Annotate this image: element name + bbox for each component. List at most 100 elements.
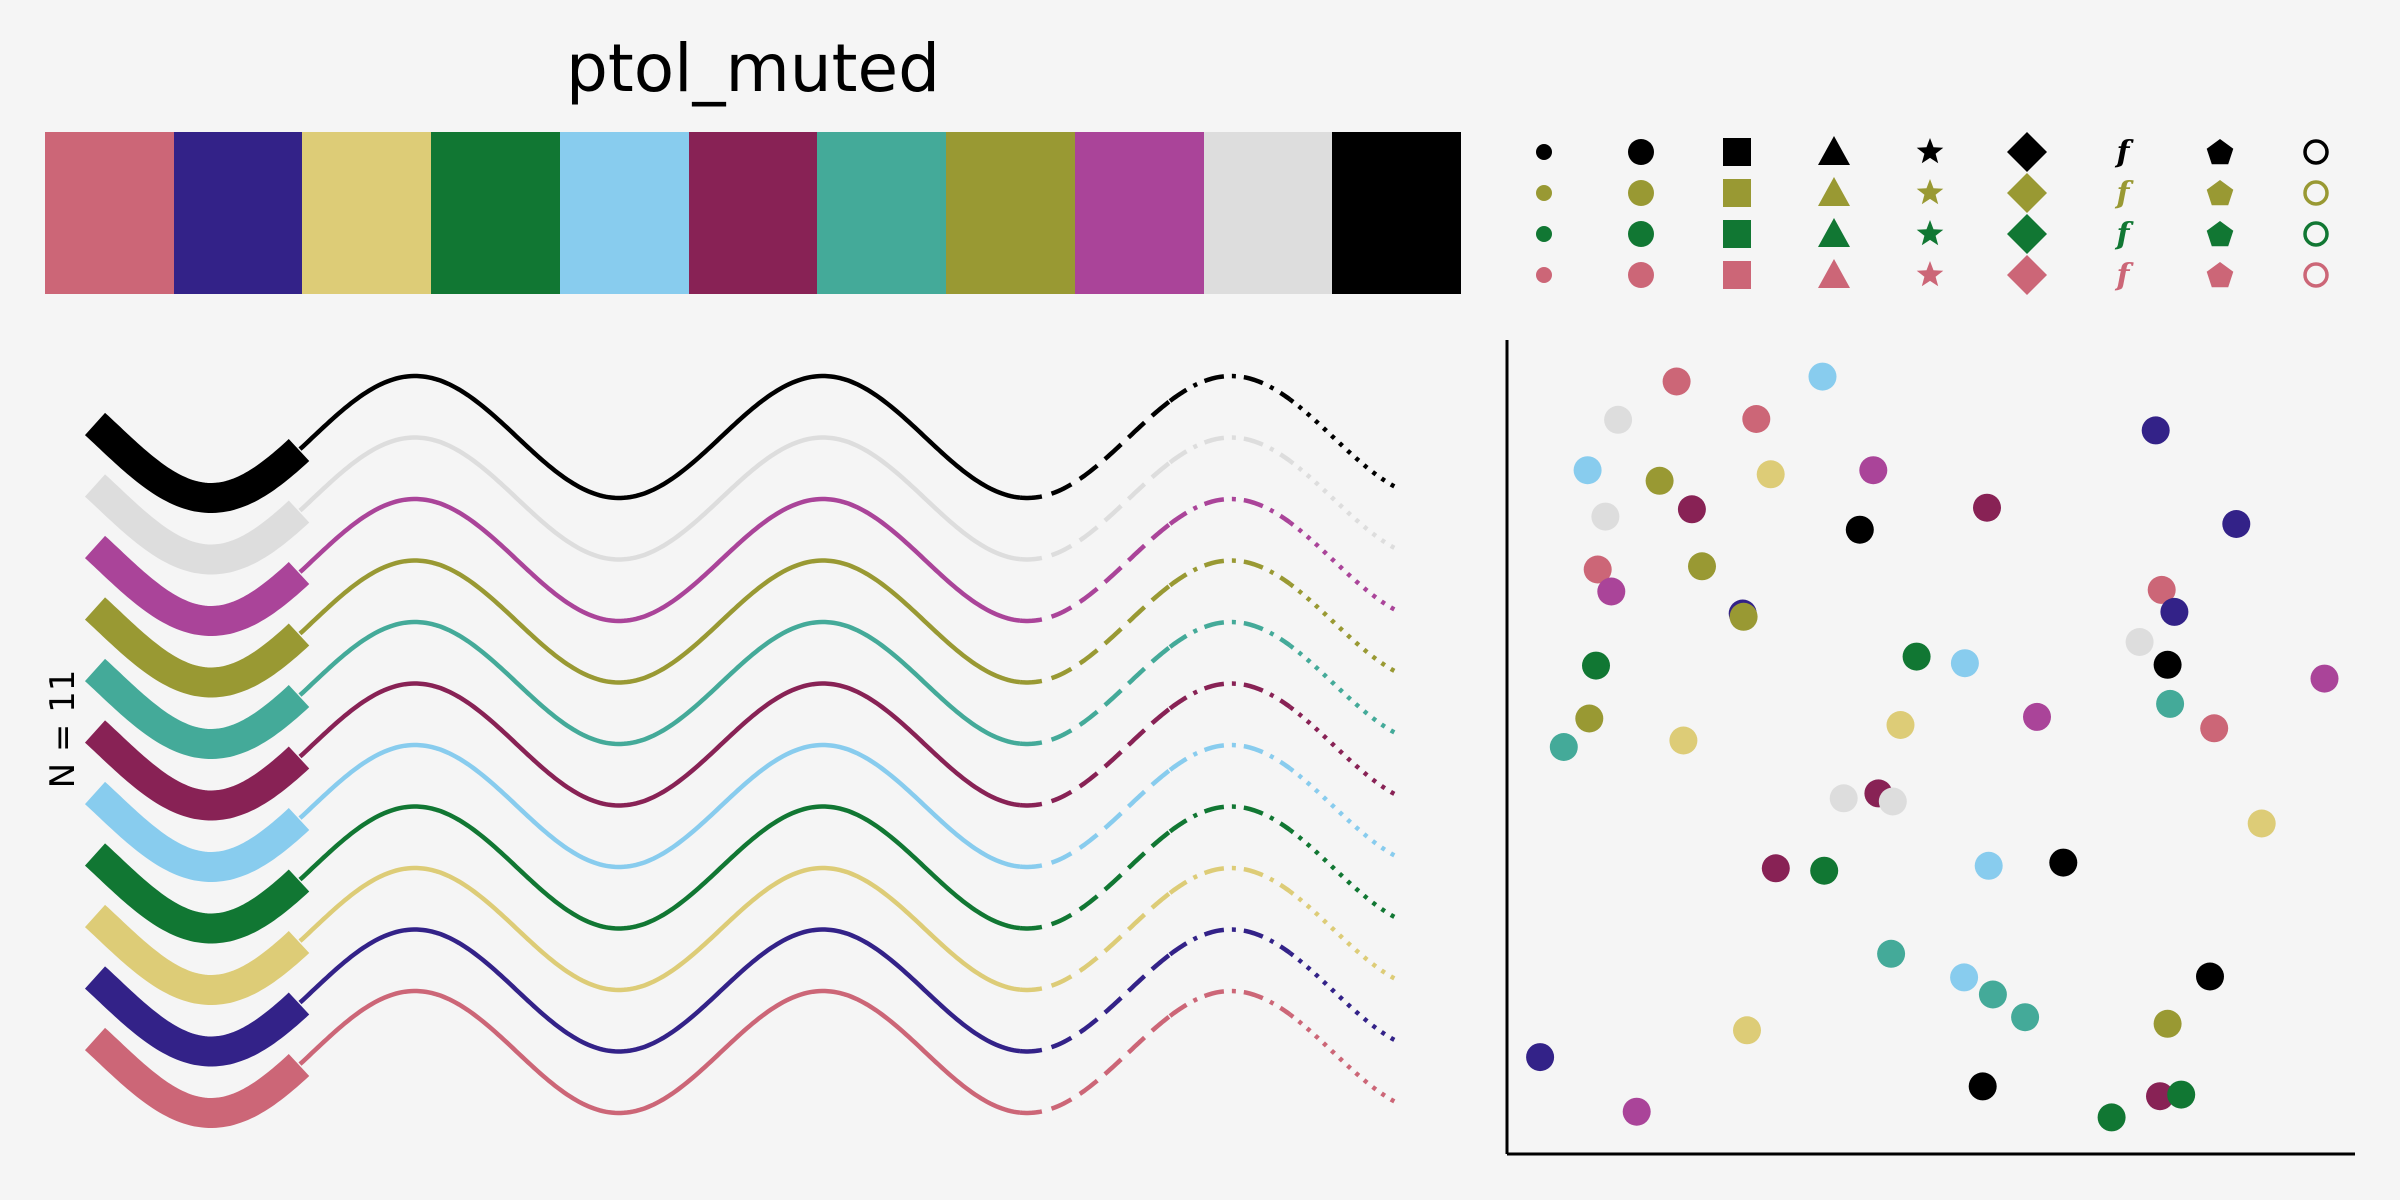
swatch-2 [302,132,432,294]
scatter-point [1886,711,1915,739]
wave-series-2 [84,496,1398,636]
scatter-point [1973,493,2001,522]
swatch-7 [946,132,1075,294]
open-circle-icon [2303,221,2329,247]
scatter-point [1729,602,1758,631]
scatter-point [1645,466,1674,495]
scatter-point [1950,963,1979,992]
swatch-1 [173,132,303,294]
wave-series-1 [84,435,1398,575]
square-icon [1723,179,1751,207]
scatter-point [1573,456,1602,485]
open-circle-icon [2303,139,2329,165]
y-axis-label: N = 11 [43,670,83,789]
diamond-icon [2007,173,2047,213]
scatter-point [2125,628,2154,656]
scatter-point [1575,704,1604,733]
triangle-icon [1818,177,1850,206]
scatter-point [1974,851,2003,880]
swatch-9 [1203,132,1333,294]
scatter-point [1878,787,1907,816]
scatter-point [1742,405,1771,433]
scatter-point [1829,784,1858,813]
star-icon [1916,261,1944,287]
star-icon [1916,179,1944,205]
wave-series-8 [84,865,1398,1005]
scatter-point [1526,1043,1555,1072]
wave-series-9 [84,927,1398,1067]
swatch-6 [817,132,947,294]
wave-series-4 [84,619,1398,759]
scatter-point [1761,854,1790,883]
diamond-icon [2007,255,2047,295]
scatter-point [1978,980,2007,1009]
scatter-point [1677,495,1706,524]
scatter-point [1950,649,1979,678]
small-dot-icon [1536,144,1552,160]
star-icon [1916,138,1944,164]
scatter-point [1877,939,1906,968]
scatter-point [1597,577,1626,606]
scatter-point [1582,651,1610,680]
wave-series-6 [84,742,1398,882]
scatter-point [1669,726,1698,755]
scatter-point [2146,1082,2174,1111]
small-dot-icon [1536,267,1552,283]
scatter-point [2160,597,2189,626]
square-icon [1723,138,1751,166]
circle-icon [1628,221,1654,247]
wave-series-10 [84,988,1398,1128]
scatter-point [2153,1009,2182,1038]
scatter-point [1604,405,1633,434]
scatter-point [1902,642,1931,671]
scatter-point [1549,733,1578,761]
scatter-point [2097,1103,2126,1132]
scatter-point [1733,1016,1761,1045]
circle-icon [1628,180,1654,206]
swatch-4 [559,132,689,294]
scatter-point [2200,714,2229,743]
scatter-point [2196,962,2224,991]
wave-series-3 [84,558,1398,698]
wave-series-7 [84,804,1398,944]
triangle-icon [1818,218,1850,247]
pentagon-icon [2206,262,2234,288]
scatter-point [1859,456,1888,485]
scatter-point [1845,515,1874,544]
scatter-point [1591,502,1620,531]
diamond-icon [2007,132,2047,172]
circle-icon [1628,139,1654,165]
swatch-3 [431,132,560,294]
scatter-point [2153,650,2182,679]
swatch-5 [688,132,818,294]
open-circle-icon [2303,262,2329,288]
pentagon-icon [2206,139,2234,165]
triangle-icon [1818,259,1850,288]
wave-series-0 [84,373,1398,513]
star-icon [1916,220,1944,246]
scatter-point [2141,416,2170,445]
scatter-point [1968,1072,1997,1101]
scatter-point [1688,552,1716,581]
scatter-point [2011,1003,2040,1032]
scatter-point [1662,367,1691,396]
triangle-icon [1818,136,1850,165]
wave-series-5 [84,681,1398,821]
circle-icon [1628,262,1654,288]
scatter-point [2167,1080,2196,1109]
square-icon [1723,220,1751,248]
swatch-0 [45,132,174,294]
scatter-point [1756,460,1785,489]
diamond-icon [2007,214,2047,254]
scatter-point [1583,555,1612,584]
square-icon [1723,261,1751,289]
chart-title: ptol_muted [566,30,940,107]
swatch-8 [1074,132,1204,294]
scatter-point [2147,575,2176,604]
palette-swatches [45,132,1462,294]
scatter-point [1808,362,1837,391]
pentagon-icon [2206,221,2234,247]
